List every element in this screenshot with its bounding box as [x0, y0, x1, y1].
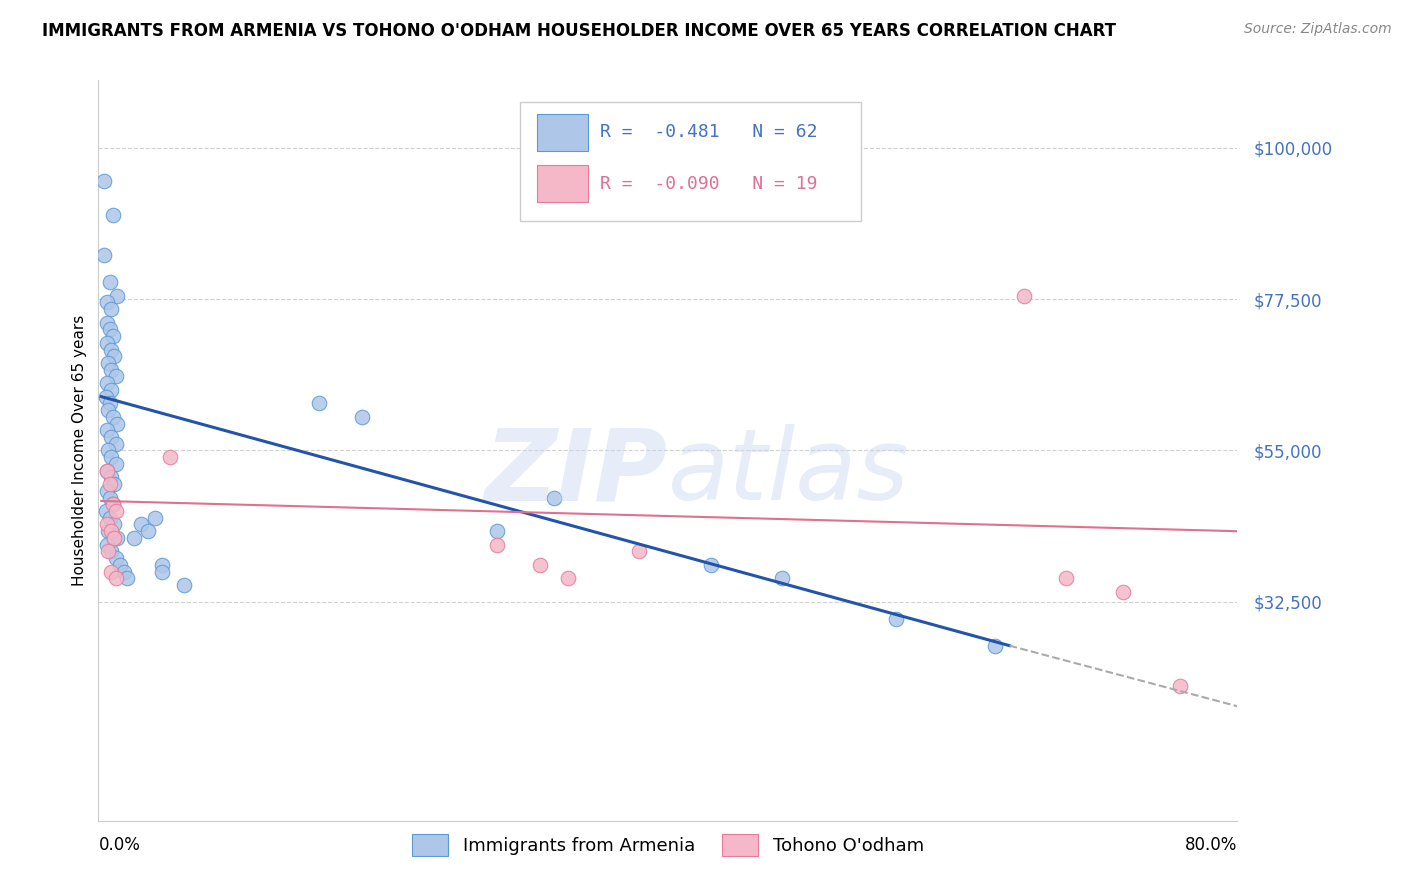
Point [108, 558, 131, 572]
FancyBboxPatch shape [537, 165, 588, 202]
Point [100, 544, 122, 558]
Point [93, 174, 115, 188]
Point [101, 497, 124, 511]
Point [145, 510, 167, 524]
Point [104, 369, 127, 384]
Point [97, 356, 120, 370]
Point [96, 464, 118, 478]
Point [100, 450, 122, 465]
Point [543, 491, 565, 505]
Point [96, 295, 118, 310]
Point [1056, 571, 1078, 585]
Point [486, 524, 509, 539]
Point [101, 531, 124, 545]
Point [115, 571, 138, 585]
Point [97, 403, 120, 417]
Point [100, 470, 122, 484]
Text: atlas: atlas [668, 425, 910, 521]
Point [104, 436, 127, 450]
Text: IMMIGRANTS FROM ARMENIA VS TOHONO O'ODHAM HOUSEHOLDER INCOME OVER 65 YEARS CORRE: IMMIGRANTS FROM ARMENIA VS TOHONO O'ODHA… [42, 22, 1116, 40]
Text: R =  -0.481   N = 62: R = -0.481 N = 62 [599, 123, 817, 141]
Point [96, 483, 118, 498]
Point [96, 517, 118, 532]
Text: ZIP: ZIP [485, 425, 668, 521]
Point [100, 362, 122, 376]
Point [96, 376, 118, 391]
Point [103, 531, 125, 545]
Y-axis label: Householder Income Over 65 years: Householder Income Over 65 years [72, 315, 87, 586]
Point [98, 510, 121, 524]
Point [770, 571, 793, 585]
Text: 0.0%: 0.0% [98, 837, 141, 855]
Point [136, 524, 159, 539]
Point [100, 343, 122, 357]
Point [96, 538, 118, 552]
Point [103, 349, 125, 363]
Point [129, 517, 152, 532]
Point [100, 302, 122, 317]
Point [350, 409, 373, 424]
Point [159, 450, 181, 465]
Point [101, 208, 124, 222]
Point [104, 504, 127, 518]
Point [173, 578, 195, 592]
FancyBboxPatch shape [537, 113, 588, 151]
Point [529, 558, 551, 572]
Point [94, 390, 117, 404]
Point [884, 612, 907, 626]
Point [112, 565, 135, 579]
Point [699, 558, 721, 572]
Point [308, 396, 330, 410]
Point [96, 423, 118, 437]
Point [101, 409, 124, 424]
Text: R =  -0.090   N = 19: R = -0.090 N = 19 [599, 175, 817, 193]
FancyBboxPatch shape [520, 103, 862, 221]
Text: 80.0%: 80.0% [1185, 837, 1237, 855]
Point [122, 531, 145, 545]
Text: Source: ZipAtlas.com: Source: ZipAtlas.com [1244, 22, 1392, 37]
Point [105, 531, 128, 545]
Point [98, 275, 121, 289]
Point [98, 491, 121, 505]
Point [105, 417, 128, 431]
Point [1112, 584, 1135, 599]
Point [100, 524, 122, 539]
Point [98, 322, 121, 336]
Point [1012, 288, 1035, 302]
Point [101, 497, 124, 511]
Point [152, 565, 174, 579]
Point [96, 316, 118, 330]
Point [486, 538, 509, 552]
Legend: Immigrants from Armenia, Tohono O'odham: Immigrants from Armenia, Tohono O'odham [405, 827, 931, 863]
Point [96, 464, 118, 478]
Point [98, 477, 121, 491]
Point [103, 477, 125, 491]
Point [104, 571, 127, 585]
Point [152, 558, 174, 572]
Point [101, 329, 124, 343]
Point [94, 504, 117, 518]
Point [97, 524, 120, 539]
Point [105, 288, 128, 302]
Point [104, 551, 127, 566]
Point [98, 396, 121, 410]
Point [103, 517, 125, 532]
Point [96, 335, 118, 350]
Point [100, 430, 122, 444]
Point [97, 544, 120, 558]
Point [557, 571, 579, 585]
Point [97, 443, 120, 458]
Point [1170, 679, 1192, 693]
Point [93, 248, 115, 262]
Point [104, 457, 127, 471]
Point [100, 565, 122, 579]
Point [984, 639, 1007, 653]
Point [628, 544, 651, 558]
Point [100, 383, 122, 397]
